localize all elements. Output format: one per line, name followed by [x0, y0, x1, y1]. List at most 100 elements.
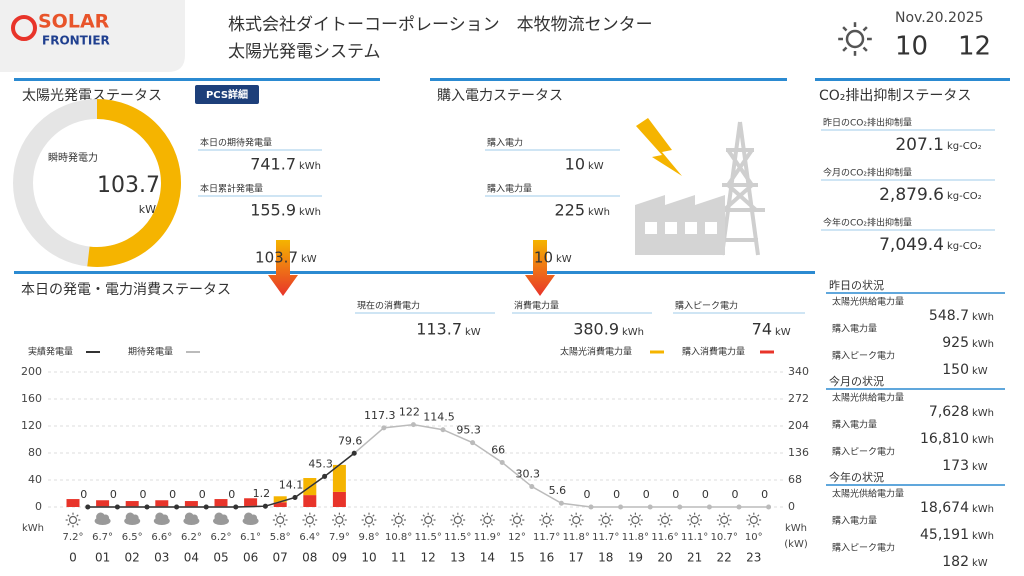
temperature: 11.9°	[474, 532, 501, 543]
x-tick-label: 07	[273, 551, 288, 565]
summary-title: 今月の状況	[829, 374, 884, 388]
x-tick-label: 19	[628, 551, 643, 565]
weather-icon	[76, 514, 79, 517]
flow-arrow	[268, 240, 298, 296]
pcs-button[interactable]	[195, 85, 259, 104]
header-title: 株式会社ダイトーコーポレーション 本牧物流センター	[228, 15, 653, 35]
label: 購入電力量	[832, 323, 877, 335]
panel-title: 太陽光発電ステータス	[22, 88, 162, 104]
line-point	[558, 500, 564, 506]
weather-icon	[250, 514, 258, 522]
weather-icon	[638, 523, 642, 526]
temperature: 10.7°	[711, 532, 738, 543]
weather-icon	[190, 514, 198, 522]
label: 購入ピーク電力	[832, 542, 895, 554]
weather-icon	[629, 514, 633, 517]
weather-icon	[549, 523, 553, 526]
data-label: 0	[80, 488, 87, 501]
value: 925	[942, 335, 969, 351]
weather-icon	[579, 523, 582, 526]
section-rule	[14, 78, 380, 81]
unit: kWh	[622, 327, 644, 338]
temperature: 6.7°	[92, 532, 113, 543]
x-tick-label: 15	[509, 551, 524, 565]
x-tick-label: 11	[391, 551, 406, 565]
weather-icon	[659, 514, 662, 517]
line-point	[470, 440, 476, 446]
weather-icon	[520, 514, 523, 517]
y-tick-label: 40	[28, 473, 42, 486]
weather-icon	[392, 514, 396, 517]
weather-icon	[549, 514, 553, 517]
time-hour: 10	[895, 32, 928, 62]
line-point	[114, 504, 120, 510]
line-point	[233, 504, 239, 510]
flow-arrow	[525, 240, 555, 296]
x-tick-label: 01	[95, 551, 110, 565]
weather-icon	[342, 523, 346, 526]
section-rule	[14, 271, 815, 274]
weather-icon	[461, 523, 464, 526]
line-point	[351, 450, 357, 456]
weather-icon	[363, 514, 366, 517]
x-tick-label: 14	[480, 551, 495, 565]
bar	[332, 464, 346, 492]
unit: kWh	[588, 207, 610, 218]
temperature: 7.2°	[63, 532, 84, 543]
temperature: 11.7°	[592, 532, 619, 543]
weather-icon	[600, 523, 603, 526]
weather-icon	[431, 514, 434, 517]
section-rule	[430, 78, 787, 81]
unit: kW	[972, 558, 988, 569]
y2-tick-label: 136	[788, 446, 809, 459]
value: 10	[565, 155, 585, 174]
weather-icon	[749, 515, 758, 525]
data-label: 0	[584, 488, 591, 501]
line-point	[499, 459, 505, 465]
value: 548.7	[929, 308, 969, 324]
weather-icon	[757, 523, 760, 526]
weather-icon	[697, 523, 701, 526]
weather-icon	[570, 514, 573, 517]
weather-icon	[720, 515, 729, 525]
y-tick-label: 120	[21, 419, 42, 432]
label: 現在の消費電力	[357, 300, 420, 312]
data-label: 114.5	[423, 411, 455, 424]
data-label: 0	[228, 488, 235, 501]
line-point	[736, 504, 742, 510]
bar	[303, 495, 317, 507]
temperature: 11.6°	[651, 532, 678, 543]
data-label: 0	[702, 488, 709, 501]
bar	[244, 498, 258, 507]
unit: kWh	[972, 504, 994, 515]
weather-icon	[490, 523, 494, 526]
time-minute: 12	[958, 32, 991, 62]
y2-tick-label: 68	[788, 473, 802, 486]
axis-label: kWh	[785, 523, 807, 534]
logo-mark	[11, 15, 37, 41]
label: 本日の期待発電量	[200, 137, 272, 149]
temperature: 6.4°	[299, 532, 320, 543]
bar	[184, 501, 198, 507]
weather-icon	[131, 514, 139, 522]
weather-icon	[601, 515, 610, 525]
label: 購入ピーク電力	[832, 446, 895, 458]
data-label: 0	[761, 488, 768, 501]
weather-icon	[727, 514, 730, 517]
bar	[273, 496, 287, 503]
label: 購入電力量	[832, 419, 877, 431]
x-tick-label: 02	[125, 551, 140, 565]
data-label: 30.3	[516, 468, 541, 481]
weather-icon	[392, 523, 396, 526]
weather-icon	[490, 514, 494, 517]
unit: kW	[972, 462, 988, 473]
unit: kW	[972, 366, 988, 377]
pcs-button-label[interactable]: PCS詳細	[206, 88, 248, 101]
weather-icon	[276, 515, 285, 525]
value: 10	[534, 249, 553, 267]
temperature: 11.8°	[622, 532, 649, 543]
data-label: 122	[399, 406, 420, 419]
panel-title: CO₂排出抑制ステータス	[819, 88, 971, 104]
weather-icon	[161, 514, 169, 522]
weather-icon	[668, 523, 671, 526]
